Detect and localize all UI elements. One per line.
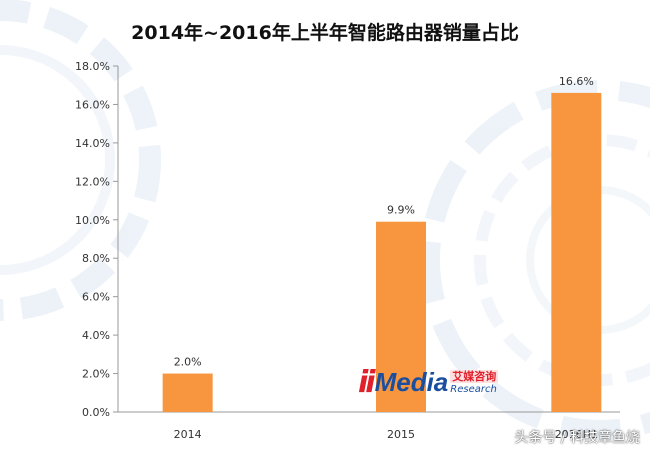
bars	[162, 92, 602, 413]
logo-mark: ii	[358, 364, 375, 400]
bar	[551, 92, 602, 413]
y-tick-label: 8.0%	[82, 252, 110, 265]
logo-sub: Research	[450, 383, 497, 395]
x-tick-label: 2015	[387, 428, 415, 441]
x-tick-label: 2016H1	[555, 428, 598, 441]
bar-value-label: 16.6%	[559, 75, 594, 88]
watermark: 头条号 / 科技章鱼烧	[514, 430, 640, 446]
bar	[162, 373, 213, 412]
axes: 0.0% 2.0% 4.0% 6.0% 8.0% 10.0% 12.0% 14.0% 16.0%…	[75, 60, 620, 419]
bar-value-label: 2.0%	[174, 356, 202, 369]
y-tick-label: 4.0%	[82, 329, 110, 342]
x-tick-label: 2014	[174, 428, 202, 441]
bar-value-label: 9.9%	[387, 204, 415, 217]
imedia-logo: ii Media 艾媒咨询 Research	[358, 364, 499, 400]
y-tick-label: 18.0%	[75, 60, 110, 73]
logo-word: Media	[374, 366, 449, 397]
y-tick-label: 0.0%	[82, 406, 110, 419]
y-tick-label: 16.0%	[75, 98, 110, 111]
bar	[376, 221, 426, 412]
chart-title: 2014年~2016年上半年智能路由器销量占比	[131, 22, 519, 44]
logo-cn-block: 艾媒咨询 Research	[450, 369, 499, 395]
y-tick-label: 10.0%	[75, 214, 110, 227]
y-tick-label: 14.0%	[75, 137, 110, 150]
y-tick-label: 2.0%	[82, 368, 110, 381]
y-tick-label: 12.0%	[75, 175, 110, 188]
labels: 2.0% 2014 9.9% 2015 16.6% 2016H1	[174, 75, 598, 441]
y-tick-label: 6.0%	[82, 291, 110, 304]
logo-cn: 艾媒咨询	[450, 369, 499, 383]
